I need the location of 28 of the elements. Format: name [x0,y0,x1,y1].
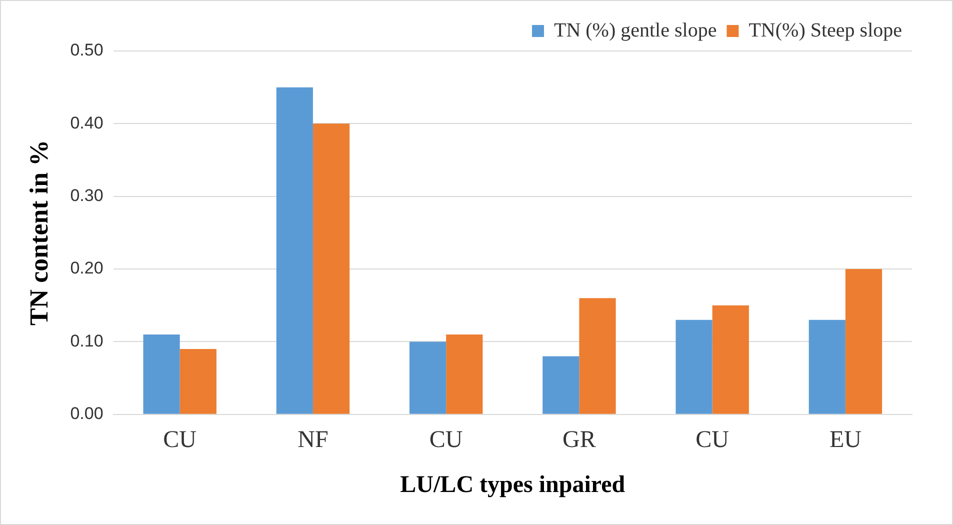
y-axis-title: TN content in % [24,140,54,326]
bar [712,305,749,414]
bar [542,356,580,414]
legend-label: TN (%) gentle slope [554,19,717,42]
y-tick-label: 0.20 [70,258,104,278]
bar [808,320,846,414]
x-tick-label: NF [298,427,328,454]
x-axis-title: LU/LC types inpaired [400,472,626,498]
y-tick-label: 0.40 [70,113,104,132]
x-tick-label: CU [163,427,197,454]
x-tick-label: CU [696,427,729,454]
bar [446,334,483,414]
y-tick-label: 0.50 [70,40,104,60]
bar [180,348,216,414]
x-tick-label: GR [562,427,596,454]
y-tick-label: 0.10 [70,331,104,350]
bar [312,124,350,414]
bar [143,334,180,414]
bar [676,320,712,414]
x-tick-label: CU [429,427,463,454]
y-tick-label: 0.30 [70,186,104,206]
x-tick-label: EU [829,427,862,454]
bar [845,269,882,414]
bar [409,342,446,414]
bar [579,298,616,414]
y-tick-label: 0.00 [70,404,104,424]
legend-label: TN(%) Steep slope [748,19,902,42]
bar [276,87,313,414]
